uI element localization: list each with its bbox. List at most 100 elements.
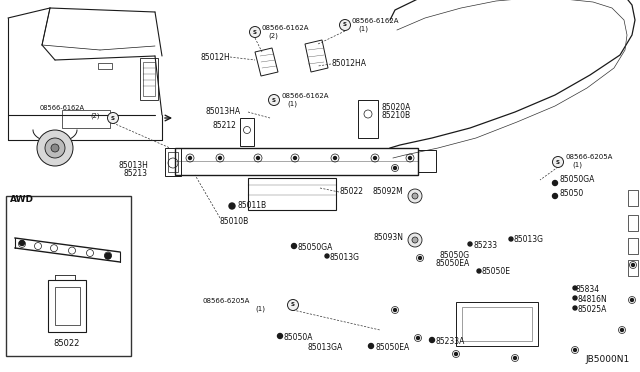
Circle shape [325, 254, 329, 258]
Text: 85011B: 85011B [237, 202, 266, 211]
Text: 85050EA: 85050EA [436, 260, 470, 269]
Circle shape [412, 193, 418, 199]
Circle shape [51, 144, 59, 152]
Text: 08566-6205A: 08566-6205A [565, 154, 612, 160]
Text: S: S [111, 115, 115, 121]
Text: AWD: AWD [10, 196, 34, 205]
Circle shape [408, 233, 422, 247]
Text: 85022: 85022 [340, 187, 364, 196]
Text: JB5000N1: JB5000N1 [586, 356, 630, 365]
Circle shape [250, 26, 260, 38]
Circle shape [394, 167, 397, 170]
Text: 85010B: 85010B [220, 218, 249, 227]
Bar [462, 307, 532, 341]
Bar [628, 190, 638, 206]
Circle shape [339, 19, 351, 31]
Text: 85050EA: 85050EA [375, 343, 409, 353]
Text: 85093N: 85093N [373, 232, 403, 241]
Circle shape [419, 257, 422, 260]
Circle shape [477, 269, 481, 273]
Bar [175, 148, 418, 175]
Bar [62, 110, 110, 128]
Circle shape [37, 130, 73, 166]
Bar [248, 178, 336, 210]
Bar [48, 280, 86, 332]
Circle shape [552, 157, 563, 167]
Text: 85050G: 85050G [440, 251, 470, 260]
Text: 85050GA: 85050GA [559, 176, 595, 185]
Bar [358, 100, 378, 138]
Bar [98, 63, 112, 69]
Text: 08566-6162A: 08566-6162A [40, 105, 85, 111]
Circle shape [509, 237, 513, 241]
Bar [6, 196, 131, 356]
Text: 85050GA: 85050GA [298, 244, 333, 253]
Text: S: S [291, 302, 295, 308]
Circle shape [394, 308, 397, 311]
Text: 08566-6162A: 08566-6162A [352, 18, 399, 24]
Circle shape [630, 298, 634, 301]
Circle shape [468, 242, 472, 246]
Circle shape [552, 193, 557, 199]
Circle shape [189, 157, 191, 160]
Text: 85013H: 85013H [118, 160, 148, 170]
Text: S: S [272, 97, 276, 103]
Text: (1): (1) [255, 306, 265, 312]
Text: 85233A: 85233A [435, 337, 465, 346]
Bar [140, 58, 158, 100]
Circle shape [412, 237, 418, 243]
Text: (1): (1) [287, 101, 297, 107]
Text: 85050E: 85050E [482, 267, 511, 276]
Circle shape [257, 157, 259, 160]
Bar [240, 118, 254, 146]
Circle shape [621, 328, 623, 331]
Text: 08566-6162A: 08566-6162A [281, 93, 328, 99]
Text: (1): (1) [572, 162, 582, 168]
Bar [165, 148, 181, 176]
Circle shape [333, 157, 337, 160]
Text: 85013GA: 85013GA [307, 343, 342, 353]
Circle shape [45, 138, 65, 158]
Bar [628, 260, 638, 276]
Circle shape [408, 189, 422, 203]
Circle shape [19, 241, 24, 246]
Text: 85013HA: 85013HA [205, 108, 240, 116]
Bar [55, 287, 80, 325]
Bar [628, 215, 638, 231]
Text: 85050A: 85050A [283, 334, 312, 343]
Circle shape [294, 157, 296, 160]
Circle shape [229, 203, 235, 209]
Text: 85213: 85213 [124, 169, 148, 177]
Circle shape [573, 306, 577, 310]
Text: 85012HA: 85012HA [332, 60, 367, 68]
Circle shape [269, 94, 280, 106]
Text: 85050: 85050 [559, 189, 583, 198]
Text: 85020A: 85020A [381, 103, 410, 112]
Text: S: S [253, 29, 257, 35]
Text: (2): (2) [268, 33, 278, 39]
Text: 85092M: 85092M [372, 187, 403, 196]
Bar [418, 150, 436, 172]
Text: (2): (2) [90, 113, 100, 119]
Bar [456, 302, 538, 346]
Text: 85013G: 85013G [514, 235, 544, 244]
Text: 08566-6162A: 08566-6162A [262, 25, 310, 31]
Circle shape [429, 337, 435, 343]
Circle shape [552, 180, 557, 186]
Text: 85212: 85212 [212, 121, 236, 129]
Circle shape [105, 253, 111, 259]
Circle shape [287, 299, 298, 311]
Circle shape [291, 244, 296, 248]
Circle shape [573, 296, 577, 300]
Circle shape [408, 157, 412, 160]
Text: S: S [556, 160, 560, 164]
Bar [143, 62, 155, 96]
Text: 85834: 85834 [575, 285, 599, 295]
Text: S: S [343, 22, 347, 28]
Circle shape [632, 263, 634, 266]
Text: 85022: 85022 [54, 340, 80, 349]
Bar [168, 152, 178, 172]
Bar [628, 238, 638, 254]
Circle shape [573, 286, 577, 290]
Circle shape [417, 337, 419, 340]
